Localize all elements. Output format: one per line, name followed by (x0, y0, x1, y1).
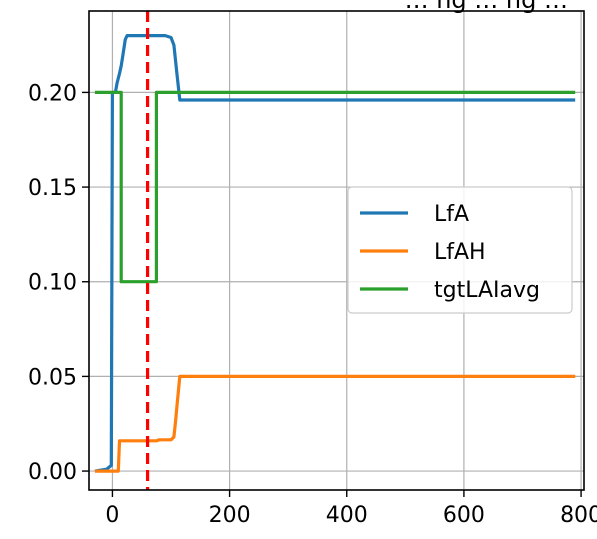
series-line-tgtlaiavg (94, 90, 576, 284)
y-tick-label: 0.20 (28, 81, 77, 106)
legend-label-tgtlaiavg: tgtLAIavg (434, 278, 540, 303)
x-tick-label: 0 (105, 503, 119, 528)
legend-label-lfah: LfAH (434, 240, 486, 265)
x-tick-label: 200 (209, 503, 251, 528)
legend: LfA LfAH tgtLAIavg (347, 186, 573, 314)
plot-frame (88, 10, 585, 491)
chart-title: … ng … ng … (405, 0, 568, 14)
y-tick-label: 0.00 (28, 460, 77, 485)
x-tick-label: 600 (443, 503, 485, 528)
series-lines (94, 33, 576, 473)
x-tick-label: 800 (560, 503, 597, 528)
series-line-lfa (94, 33, 576, 473)
y-tick-label: 0.05 (28, 365, 77, 390)
legend-box (347, 186, 573, 314)
y-tick-label: 0.15 (28, 176, 77, 201)
y-tick-label: 0.10 (28, 271, 77, 296)
legend-label-lfa: LfA (434, 202, 469, 227)
axis-ticks: 0 200 400 600 800 0.00 0.05 0.10 0.15 0.20 (28, 81, 597, 528)
x-tick-label: 400 (326, 503, 368, 528)
series-line-lfah (94, 374, 576, 473)
